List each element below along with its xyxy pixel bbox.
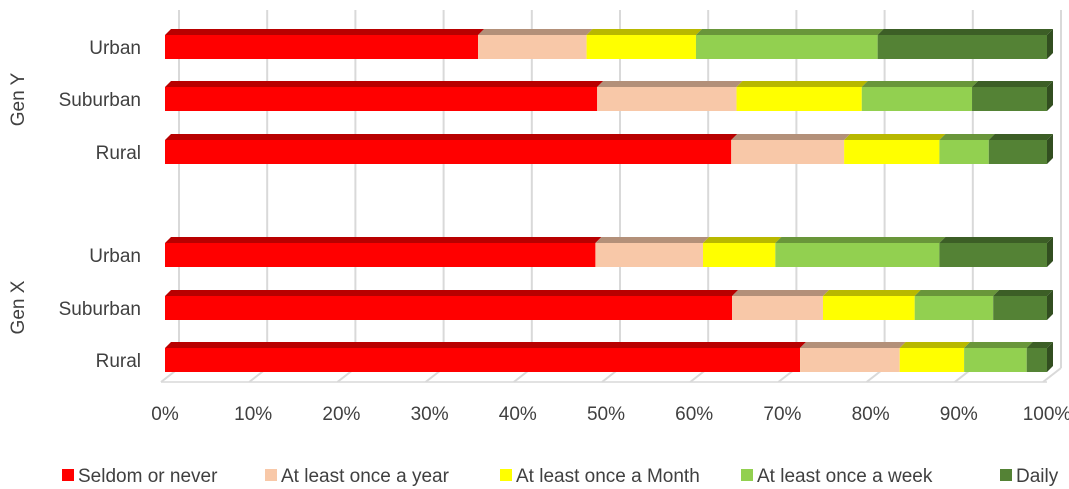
bar-segment-top bbox=[915, 290, 999, 296]
bars bbox=[165, 29, 1053, 372]
x-tick-label: 30% bbox=[411, 404, 449, 425]
x-tick-label: 20% bbox=[322, 404, 360, 425]
bar-segment-top bbox=[165, 81, 603, 87]
legend-swatch bbox=[62, 469, 74, 481]
bar-segment bbox=[165, 243, 595, 267]
bar-segment bbox=[1027, 348, 1047, 372]
legend-label: At least once a week bbox=[757, 466, 933, 487]
x-axis-ticks: 0% 10% 20% 30% 40% 50% 60% 70% 80% 90% 100% bbox=[151, 404, 1069, 425]
x-tick-label: 70% bbox=[763, 404, 801, 425]
legend-swatch bbox=[741, 469, 753, 481]
legend-swatch bbox=[1000, 469, 1012, 481]
bar-segment bbox=[587, 35, 696, 59]
bar-segment bbox=[165, 348, 800, 372]
bar-segment-top bbox=[939, 237, 1053, 243]
x-tick-label: 80% bbox=[852, 404, 890, 425]
bar-segment-top bbox=[823, 290, 921, 296]
bar-segment-top bbox=[878, 29, 1053, 35]
bar-segment bbox=[862, 87, 972, 111]
legend-label: Daily bbox=[1016, 466, 1059, 487]
bar-segment bbox=[823, 296, 915, 320]
legend: Seldom or never At least once a year At le… bbox=[62, 466, 1059, 487]
bar-segment-top bbox=[844, 134, 945, 140]
legend-swatch bbox=[265, 469, 277, 481]
bar-segment bbox=[165, 140, 731, 164]
bar-segment bbox=[900, 348, 964, 372]
bar-segment bbox=[775, 243, 939, 267]
bar-segment-top bbox=[964, 342, 1033, 348]
bar-segment-top bbox=[696, 29, 884, 35]
bar-segment bbox=[165, 35, 478, 59]
legend-swatch bbox=[500, 469, 512, 481]
bar-segment-top bbox=[972, 81, 1053, 87]
bar-segment-top bbox=[862, 81, 978, 87]
bar-segment-top bbox=[900, 342, 970, 348]
bar-segment bbox=[878, 35, 1047, 59]
bar-segment-top bbox=[989, 134, 1053, 140]
bar-segment bbox=[478, 35, 586, 59]
bar-segment-top bbox=[165, 342, 806, 348]
legend-label: At least once a year bbox=[281, 466, 450, 487]
category-label: Rural bbox=[96, 351, 141, 372]
bar-segment bbox=[165, 87, 597, 111]
bar-segment-top bbox=[595, 237, 709, 243]
bar-segment bbox=[732, 296, 823, 320]
category-labels: Urban Suburban Rural Urban Suburban Rural bbox=[59, 38, 141, 372]
bar-segment bbox=[915, 296, 993, 320]
x-tick-label: 60% bbox=[675, 404, 713, 425]
gridlines bbox=[161, 10, 1061, 382]
bar-segment-top bbox=[800, 342, 906, 348]
bar-segment bbox=[972, 87, 1047, 111]
x-tick-label: 90% bbox=[940, 404, 978, 425]
bar-segment bbox=[964, 348, 1027, 372]
chart-floor bbox=[161, 10, 1061, 382]
legend-label: At least once a Month bbox=[516, 466, 700, 487]
bar-segment-top bbox=[731, 134, 850, 140]
category-label: Rural bbox=[96, 143, 141, 164]
bar-segment bbox=[737, 87, 862, 111]
x-tick-label: 0% bbox=[151, 404, 179, 425]
bar-segment bbox=[696, 35, 878, 59]
x-tick-label: 40% bbox=[499, 404, 537, 425]
bar-segment bbox=[597, 87, 736, 111]
x-tick-label: 10% bbox=[234, 404, 272, 425]
bar-segment-top bbox=[478, 29, 592, 35]
x-tick-label: 100% bbox=[1023, 404, 1069, 425]
bar-segment-top bbox=[732, 290, 829, 296]
bar-segment-top bbox=[587, 29, 702, 35]
category-label: Urban bbox=[89, 38, 141, 59]
bar-segment bbox=[939, 243, 1047, 267]
bar-segment-top bbox=[939, 134, 994, 140]
bar-segment-top bbox=[165, 290, 738, 296]
bar-segment-top bbox=[597, 81, 742, 87]
legend-label: Seldom or never bbox=[78, 466, 218, 487]
bar-segment bbox=[989, 140, 1047, 164]
group-label: Gen Y bbox=[8, 72, 29, 126]
bar-segment bbox=[731, 140, 844, 164]
bar-segment bbox=[703, 243, 775, 267]
category-label: Suburban bbox=[59, 90, 141, 111]
bar-segment bbox=[939, 140, 988, 164]
group-labels: Gen Y Gen X bbox=[8, 72, 29, 334]
bar-segment-top bbox=[165, 237, 601, 243]
bar-segment-top bbox=[993, 290, 1053, 296]
bar-segment bbox=[165, 296, 732, 320]
x-tick-label: 50% bbox=[587, 404, 625, 425]
bar-segment bbox=[800, 348, 900, 372]
bar-segment bbox=[595, 243, 703, 267]
bar-segment-top bbox=[165, 29, 484, 35]
floor-shape bbox=[165, 10, 1061, 382]
bar-segment-top bbox=[165, 134, 737, 140]
bar-segment bbox=[844, 140, 939, 164]
bar-segment-top bbox=[737, 81, 868, 87]
group-label: Gen X bbox=[8, 280, 29, 334]
bar-segment-top bbox=[775, 237, 945, 243]
bar-segment bbox=[993, 296, 1047, 320]
category-label: Suburban bbox=[59, 299, 141, 320]
bar-segment-top bbox=[703, 237, 781, 243]
category-label: Urban bbox=[89, 246, 141, 267]
